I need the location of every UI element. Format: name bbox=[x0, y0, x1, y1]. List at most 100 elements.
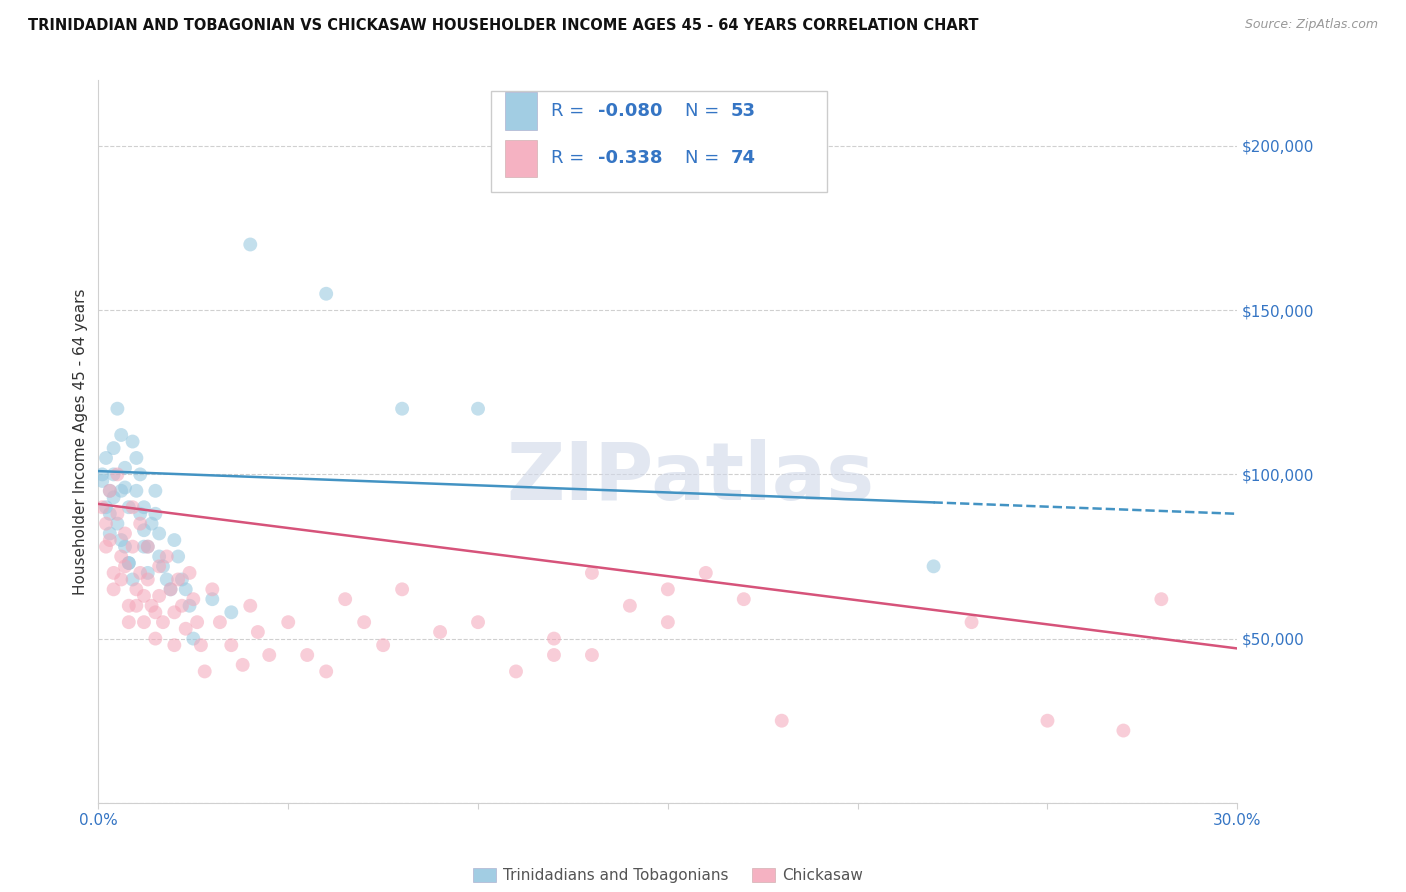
FancyBboxPatch shape bbox=[505, 139, 537, 178]
Text: ZIPatlas: ZIPatlas bbox=[506, 439, 875, 516]
Point bbox=[103, 441, 125, 455]
Point bbox=[167, 549, 190, 564]
Point bbox=[152, 559, 174, 574]
Point bbox=[136, 540, 159, 554]
Point bbox=[125, 450, 148, 465]
Point bbox=[190, 638, 212, 652]
Point bbox=[136, 573, 159, 587]
Point bbox=[107, 401, 129, 416]
Point bbox=[110, 549, 132, 564]
FancyBboxPatch shape bbox=[491, 91, 827, 193]
Point bbox=[335, 592, 357, 607]
Point bbox=[148, 526, 170, 541]
Point bbox=[232, 657, 254, 672]
Point bbox=[132, 540, 155, 554]
Point bbox=[960, 615, 983, 630]
Point bbox=[110, 483, 132, 498]
Point bbox=[733, 592, 755, 607]
Point bbox=[163, 533, 186, 547]
Point bbox=[922, 559, 945, 574]
Point bbox=[98, 507, 121, 521]
Point bbox=[543, 632, 565, 646]
Point bbox=[107, 516, 129, 531]
FancyBboxPatch shape bbox=[505, 92, 537, 129]
Point bbox=[174, 582, 197, 597]
Point bbox=[125, 599, 148, 613]
Point bbox=[156, 549, 179, 564]
Point bbox=[148, 559, 170, 574]
Point bbox=[695, 566, 717, 580]
Point bbox=[194, 665, 217, 679]
Text: Source: ZipAtlas.com: Source: ZipAtlas.com bbox=[1244, 18, 1378, 31]
Point bbox=[183, 592, 205, 607]
Point bbox=[121, 434, 143, 449]
Point bbox=[136, 566, 159, 580]
Point bbox=[118, 556, 141, 570]
Point bbox=[1112, 723, 1135, 738]
Point bbox=[103, 566, 125, 580]
Point bbox=[132, 615, 155, 630]
Point bbox=[208, 615, 231, 630]
Point bbox=[110, 573, 132, 587]
Point bbox=[121, 500, 143, 515]
Point bbox=[103, 582, 125, 597]
Point bbox=[770, 714, 793, 728]
Text: TRINIDADIAN AND TOBAGONIAN VS CHICKASAW HOUSEHOLDER INCOME AGES 45 - 64 YEARS CO: TRINIDADIAN AND TOBAGONIAN VS CHICKASAW … bbox=[28, 18, 979, 33]
Point bbox=[221, 638, 243, 652]
Point bbox=[429, 625, 451, 640]
Point bbox=[103, 467, 125, 482]
Point bbox=[1150, 592, 1173, 607]
Point bbox=[98, 483, 121, 498]
Point bbox=[145, 605, 167, 619]
Point bbox=[183, 632, 205, 646]
Point bbox=[148, 549, 170, 564]
Point bbox=[277, 615, 299, 630]
Point bbox=[581, 648, 603, 662]
Point bbox=[94, 516, 117, 531]
Point bbox=[581, 566, 603, 580]
Point bbox=[467, 401, 489, 416]
Point bbox=[98, 526, 121, 541]
Point bbox=[129, 516, 152, 531]
Point bbox=[94, 540, 117, 554]
Point bbox=[118, 556, 141, 570]
Point bbox=[103, 491, 125, 505]
Point bbox=[114, 481, 136, 495]
Point bbox=[121, 540, 143, 554]
Point bbox=[94, 500, 117, 515]
Point bbox=[315, 286, 337, 301]
Point bbox=[114, 460, 136, 475]
Point bbox=[145, 632, 167, 646]
Point bbox=[467, 615, 489, 630]
Point bbox=[141, 599, 163, 613]
Point bbox=[657, 615, 679, 630]
Point bbox=[619, 599, 641, 613]
Point bbox=[114, 559, 136, 574]
Point bbox=[121, 573, 143, 587]
Point bbox=[657, 582, 679, 597]
Point bbox=[98, 533, 121, 547]
Point bbox=[145, 507, 167, 521]
Point bbox=[91, 474, 114, 488]
Point bbox=[132, 589, 155, 603]
Point bbox=[91, 500, 114, 515]
Text: -0.080: -0.080 bbox=[599, 102, 662, 120]
Point bbox=[391, 582, 413, 597]
Point bbox=[186, 615, 208, 630]
Point bbox=[159, 582, 181, 597]
Point bbox=[543, 648, 565, 662]
Point bbox=[179, 566, 201, 580]
Point bbox=[163, 638, 186, 652]
Point bbox=[259, 648, 281, 662]
Point bbox=[107, 507, 129, 521]
Point bbox=[129, 507, 152, 521]
Point bbox=[201, 592, 224, 607]
Point bbox=[107, 467, 129, 482]
Point bbox=[145, 483, 167, 498]
Point bbox=[239, 237, 262, 252]
Point bbox=[505, 665, 527, 679]
Point bbox=[132, 523, 155, 537]
Text: 74: 74 bbox=[731, 149, 755, 168]
Point bbox=[1036, 714, 1059, 728]
Text: N =: N = bbox=[685, 149, 725, 168]
